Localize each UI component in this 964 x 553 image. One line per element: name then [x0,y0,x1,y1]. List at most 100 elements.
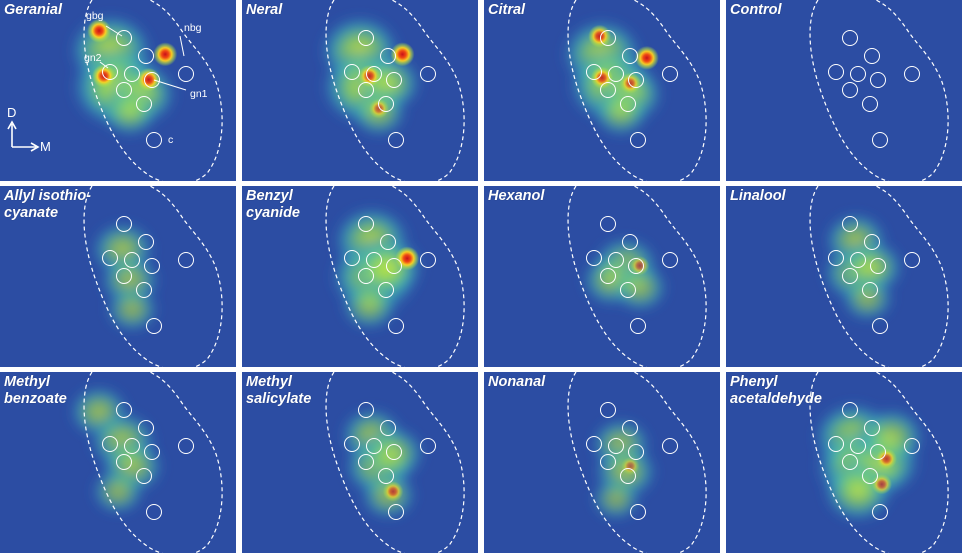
glomerulus-circle [842,82,858,98]
activation-region [589,475,643,523]
glomerulus-circle [872,318,888,334]
glomerulus-circle [138,420,154,436]
bulb-outline [325,186,465,367]
glomerulus-circle [904,438,920,454]
activation-region [609,260,670,314]
glomerulus-circle [116,216,132,232]
glomerulus-circle [386,72,402,88]
heatmap-image [484,372,720,553]
glomerulus-circle [420,252,436,268]
glomerulus-circle [630,132,646,148]
annotation-leaders [99,25,187,91]
glomerulus-circle [662,252,678,268]
heatmap-image [726,0,962,181]
bulb-outline [83,186,223,367]
heatmap-image [484,186,720,367]
glomerulus-circle [662,438,678,454]
glomerulus-circle [872,132,888,148]
activation-region [99,85,160,139]
hotspot [390,42,415,67]
glomerulus-circle [116,402,132,418]
glomerulus-circle [600,30,616,46]
heatmap-image [484,0,720,181]
glomerulus-circle [864,48,880,64]
glomerulus-circle [124,252,140,268]
heatmap-image [0,186,236,367]
glomerulus-circle [600,454,616,470]
glomerulus-circle [620,282,636,298]
glomerulus-circle [102,436,118,452]
glomerulus-circle [870,72,886,88]
glomerulus-circle [136,96,152,112]
glomerulus-circle [344,436,360,452]
glomerulus-circle [344,64,360,80]
panel-control: Control [726,0,962,181]
panel-linalool: Linalool [726,186,962,367]
glomerulus-circle [828,436,844,452]
glomerulus-circle [842,402,858,418]
heatmap-image [726,186,962,367]
heatmap-image [242,186,478,367]
glomerulus-circle [144,72,160,88]
heatmap-image [242,0,478,181]
glomerulus-circle [366,252,382,268]
glomerulus-circle [146,318,162,334]
glomerulus-circle [358,82,374,98]
glomerulus-circle [102,250,118,266]
glomerulus-circle [136,468,152,484]
glomerulus-circle [136,282,152,298]
heatmap-image [242,372,478,553]
heatmap-image [726,372,962,553]
glomerulus-circle [608,66,624,82]
panel-hexanol: Hexanol [484,186,720,367]
glomerulus-circle [608,438,624,454]
hotspot [634,45,659,70]
glomerulus-circle [864,234,880,250]
glomerulus-circle [842,454,858,470]
glomerulus-circle [586,250,602,266]
glomerulus-circle [620,96,636,112]
panel-neral: Neral [242,0,478,181]
glomerulus-circle [178,252,194,268]
glomerulus-circle [872,504,888,520]
orientation-arrows [7,120,40,152]
hotspot [368,98,389,119]
glomerulus-circle [358,268,374,284]
glomerulus-circle [630,504,646,520]
glomerulus-circle [138,234,154,250]
glomerulus-circle [344,250,360,266]
glomerulus-circle [380,420,396,436]
glomerulus-circle [600,268,616,284]
glomerulus-circle [178,438,194,454]
glomerulus-circle [842,30,858,46]
activation-region [339,278,400,332]
glomerulus-circle [620,468,636,484]
hotspot [630,256,650,276]
glomerulus-circle [850,66,866,82]
bulb-outline [809,186,949,367]
glomerulus-circle [904,66,920,82]
panel-allyl-isothio-cyanate: Allyl isothio- cyanate [0,186,236,367]
glomerulus-circle [850,438,866,454]
activation-region [839,273,896,324]
activation-region [590,85,651,139]
activation-region [89,466,147,517]
panel-methyl-salicylate: Methyl salicylate [242,372,478,553]
glomerulus-circle [388,504,404,520]
glomerulus-circle [870,444,886,460]
glomerulus-circle [144,444,160,460]
glomerulus-circle [862,282,878,298]
hotspot [590,66,614,89]
glomerulus-circle [116,30,132,46]
glomerulus-circle [622,48,638,64]
glomerulus-circle [366,66,382,82]
glomerulus-circle [358,30,374,46]
glomerulus-circle [864,420,880,436]
hotspot [153,42,178,67]
glomerulus-circle [862,96,878,112]
glomerulus-circle [586,436,602,452]
hotspot [395,246,420,271]
glomerulus-circle [600,82,616,98]
glomerulus-circle [144,258,160,274]
glomerulus-circle [628,258,644,274]
